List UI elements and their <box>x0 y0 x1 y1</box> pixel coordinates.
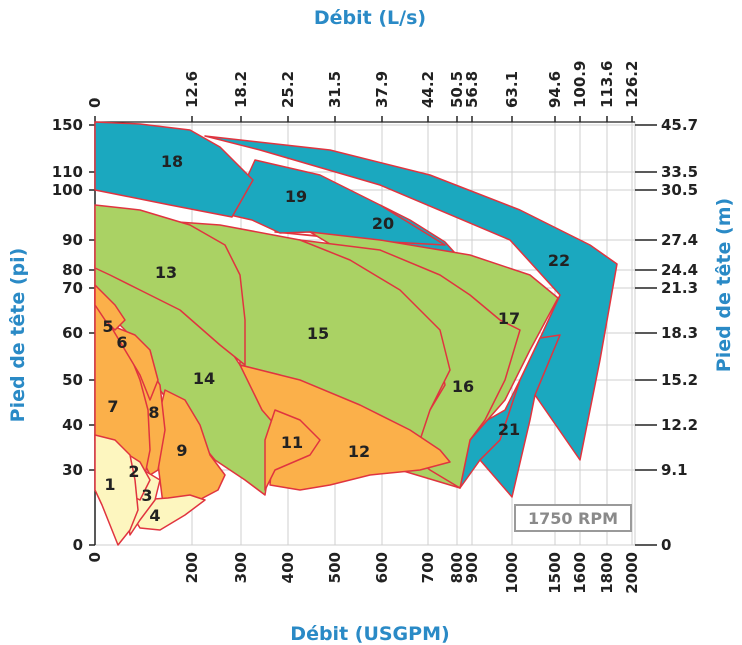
x-tick-top: 56.8 <box>463 71 481 108</box>
x-tick-top: 18.2 <box>232 71 250 108</box>
y-tick-left: 50 <box>62 371 83 389</box>
x-tick-top: 50.5 <box>448 71 466 108</box>
zone-label-22: 22 <box>548 251 570 270</box>
zone-label-9: 9 <box>176 441 187 460</box>
x-tick-bottom: 700 <box>419 552 437 583</box>
x-tick-top: 113.6 <box>598 61 616 108</box>
zone-label-7: 7 <box>107 397 118 416</box>
x-tick-bottom: 200 <box>183 552 201 583</box>
zone-label-6: 6 <box>116 333 127 352</box>
zone-label-2: 2 <box>128 462 139 481</box>
x-tick-bottom: 800 <box>448 552 466 583</box>
x-tick-bottom: 1600 <box>571 552 589 594</box>
x-tick-top: 100.9 <box>571 61 589 108</box>
zone-label-16: 16 <box>452 377 474 396</box>
zone-11 <box>264 409 321 491</box>
x-tick-bottom: 1000 <box>503 552 521 594</box>
left-axis-title: Pied de tête (pi) <box>7 248 29 423</box>
y-tick-right: 45.7 <box>661 116 698 134</box>
y-tick-left: 0 <box>73 536 83 554</box>
bottom-axis-title: Débit (USGPM) <box>290 623 449 645</box>
y-tick-right: 27.4 <box>661 231 698 249</box>
zone-label-12: 12 <box>348 442 370 461</box>
zone-label-14: 14 <box>193 369 215 388</box>
x-tick-top: 94.6 <box>546 71 564 108</box>
zone-label-4: 4 <box>149 506 160 525</box>
zone-6 <box>109 324 159 401</box>
zone-label-13: 13 <box>155 263 177 282</box>
tick-labels: 03040506070809010011015009.112.215.218.3… <box>52 61 698 594</box>
x-tick-bottom: 1800 <box>598 552 616 594</box>
y-tick-right: 18.3 <box>661 324 698 342</box>
zone-13 <box>94 204 246 366</box>
rpm-box: 1750 RPM <box>514 504 632 532</box>
zones <box>94 121 618 546</box>
x-tick-bottom: 400 <box>279 552 297 583</box>
y-tick-right: 15.2 <box>661 371 698 389</box>
x-tick-bottom: 500 <box>326 552 344 583</box>
x-tick-top: 0 <box>86 98 104 108</box>
x-tick-bottom: 900 <box>463 552 481 583</box>
y-tick-right: 33.5 <box>661 163 698 181</box>
zone-label-15: 15 <box>307 324 329 343</box>
rpm-label: 1750 RPM <box>528 509 618 528</box>
x-tick-top: 25.2 <box>279 71 297 108</box>
x-tick-bottom: 0 <box>86 552 104 562</box>
zone-21 <box>479 334 561 498</box>
zone-label-8: 8 <box>148 403 159 422</box>
zone-label-17: 17 <box>498 309 520 328</box>
zone-label-19: 19 <box>285 187 307 206</box>
y-tick-right: 30.5 <box>661 181 698 199</box>
x-tick-top: 31.5 <box>326 71 344 108</box>
x-tick-bottom: 600 <box>373 552 391 583</box>
x-tick-bottom: 2000 <box>623 552 641 594</box>
y-tick-left: 40 <box>62 416 83 434</box>
x-tick-top: 44.2 <box>419 71 437 108</box>
zone-5 <box>94 284 126 331</box>
x-tick-top: 126.2 <box>623 61 641 108</box>
y-tick-left: 80 <box>62 261 83 279</box>
zone-label-21: 21 <box>498 420 520 439</box>
y-tick-left: 60 <box>62 324 83 342</box>
x-tick-top: 12.6 <box>183 71 201 108</box>
zone-label-3: 3 <box>141 486 152 505</box>
top-axis-title: Débit (L/s) <box>314 7 426 29</box>
y-tick-left: 110 <box>52 163 83 181</box>
y-tick-left: 90 <box>62 231 83 249</box>
zone-label-11: 11 <box>281 433 303 452</box>
zone-18 <box>94 121 254 218</box>
y-tick-left: 100 <box>52 181 83 199</box>
zone-label-1: 1 <box>104 475 115 494</box>
y-tick-left: 70 <box>62 279 83 297</box>
y-tick-right: 0 <box>661 536 671 554</box>
x-tick-top: 63.1 <box>503 71 521 108</box>
y-tick-left: 150 <box>52 116 83 134</box>
x-tick-top: 37.9 <box>373 71 391 108</box>
x-tick-bottom: 1500 <box>546 552 564 594</box>
x-tick-bottom: 300 <box>232 552 250 583</box>
y-tick-right: 12.2 <box>661 416 698 434</box>
zone-1 <box>94 434 139 546</box>
y-tick-right: 21.3 <box>661 279 698 297</box>
zone-label-5: 5 <box>102 317 113 336</box>
right-axis-title: Pied de tête (m) <box>713 198 735 372</box>
y-tick-left: 30 <box>62 461 83 479</box>
zone-label-20: 20 <box>372 214 394 233</box>
zone-label-18: 18 <box>161 152 183 171</box>
y-tick-right: 24.4 <box>661 261 698 279</box>
y-tick-right: 9.1 <box>661 461 688 479</box>
